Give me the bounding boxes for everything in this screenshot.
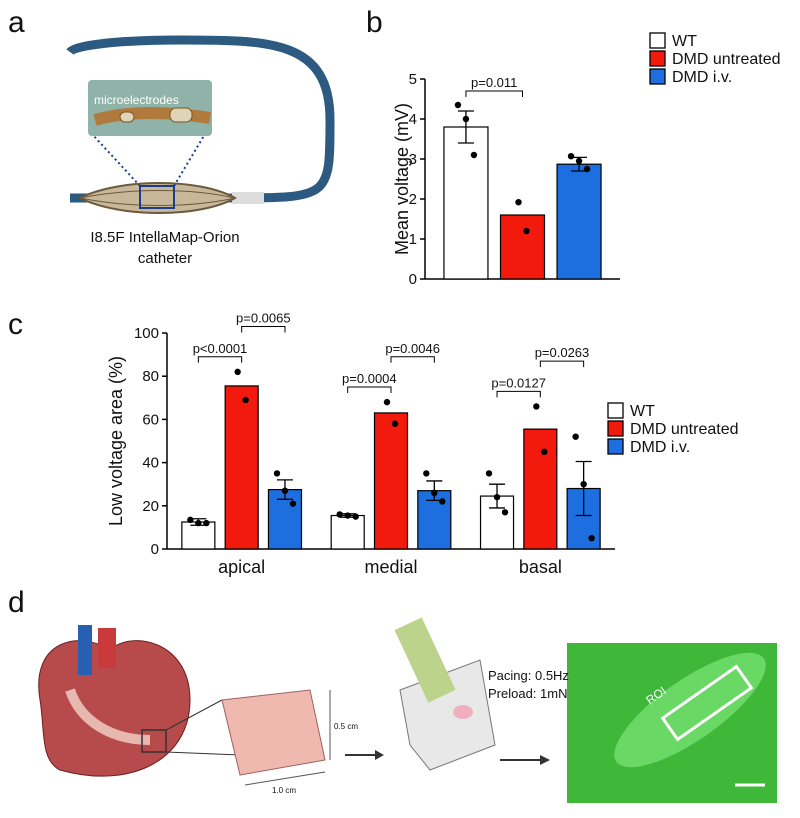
y-tick-label: 3 bbox=[409, 151, 417, 168]
data-point bbox=[431, 489, 438, 497]
data-point bbox=[501, 509, 509, 516]
data-point bbox=[580, 481, 587, 488]
y-axis-label: Mean voltage (mV) bbox=[392, 103, 412, 255]
y-tick-label: 1 bbox=[409, 231, 417, 248]
legend-swatch bbox=[649, 32, 666, 49]
bar bbox=[556, 163, 602, 280]
data-point bbox=[523, 227, 530, 235]
data-point bbox=[383, 398, 391, 406]
bar bbox=[523, 428, 558, 550]
panel-label: d bbox=[8, 586, 25, 619]
p-value: p=0.0127 bbox=[491, 375, 546, 390]
significance-bracket bbox=[465, 90, 523, 97]
data-point bbox=[391, 420, 399, 427]
y-tick-label: 60 bbox=[142, 411, 159, 428]
legend-swatch bbox=[649, 68, 666, 85]
data-point bbox=[195, 519, 202, 527]
bar bbox=[224, 385, 259, 550]
legend-label: DMD untreated bbox=[672, 51, 781, 68]
data-point bbox=[470, 151, 478, 159]
data-point bbox=[281, 487, 289, 494]
data-point bbox=[567, 153, 575, 160]
callout-label: microelectrodes bbox=[94, 93, 179, 107]
x-tick-label: apical bbox=[218, 557, 265, 577]
data-point bbox=[493, 493, 501, 501]
bar bbox=[443, 126, 489, 280]
bar bbox=[330, 514, 365, 550]
legend-label: DMD i.v. bbox=[630, 439, 690, 456]
legend-label: WT bbox=[672, 33, 697, 50]
significance-bracket bbox=[347, 386, 392, 393]
x-tick-label: medial bbox=[364, 557, 417, 577]
data-point bbox=[289, 500, 297, 507]
preload-label: Preload: 1mN bbox=[488, 686, 567, 701]
y-tick-label: 80 bbox=[142, 368, 159, 385]
y-axis-label: Low voltage area (%) bbox=[106, 356, 126, 526]
significance-bracket bbox=[197, 356, 243, 363]
legend-swatch bbox=[607, 420, 624, 437]
significance-bracket bbox=[496, 390, 541, 398]
caption: I8.5F IntellaMap-Orion bbox=[90, 229, 239, 246]
heart-illustration bbox=[38, 617, 777, 803]
bar bbox=[181, 521, 216, 550]
p-value: p=0.011 bbox=[471, 75, 517, 90]
x-tick-label: basal bbox=[519, 557, 562, 577]
pacing-label: Pacing: 0.5Hz bbox=[488, 668, 569, 683]
y-tick-label: 4 bbox=[409, 111, 417, 128]
data-point bbox=[203, 519, 210, 527]
data-point bbox=[187, 516, 194, 524]
panel-label: b bbox=[366, 6, 383, 39]
p-value: p<0.0001 bbox=[193, 341, 248, 356]
legend-swatch bbox=[649, 50, 666, 67]
data-point bbox=[439, 498, 446, 505]
significance-bracket bbox=[241, 326, 286, 333]
data-point bbox=[572, 433, 579, 440]
data-point bbox=[273, 470, 281, 477]
p-value: p=0.0263 bbox=[535, 345, 590, 360]
y-tick-label: 0 bbox=[409, 271, 417, 288]
data-point bbox=[344, 512, 351, 519]
significance-bracket bbox=[390, 356, 435, 363]
caption: catheter bbox=[138, 250, 192, 267]
data-point bbox=[454, 101, 462, 109]
data-point bbox=[242, 396, 249, 404]
y-tick-label: 5 bbox=[409, 71, 417, 88]
y-tick-label: 2 bbox=[409, 191, 417, 208]
p-value: p=0.0065 bbox=[236, 311, 291, 326]
legend-label: DMD untreated bbox=[630, 421, 739, 438]
y-tick-label: 40 bbox=[142, 455, 159, 472]
data-point bbox=[588, 535, 595, 542]
data-point bbox=[352, 513, 359, 520]
panel-label: c bbox=[8, 308, 23, 341]
legend-label: WT bbox=[630, 403, 655, 420]
y-tick-label: 20 bbox=[142, 498, 159, 515]
data-point bbox=[336, 511, 343, 518]
data-point bbox=[575, 157, 583, 165]
data-point bbox=[423, 470, 430, 477]
error-bar bbox=[575, 460, 592, 517]
data-point bbox=[485, 470, 493, 477]
y-tick-label: 100 bbox=[134, 325, 159, 342]
height-label: 0.5 cm bbox=[334, 722, 358, 731]
legend-swatch bbox=[607, 438, 624, 455]
data-point bbox=[583, 165, 591, 173]
data-point bbox=[462, 115, 470, 123]
panel-label: a bbox=[8, 6, 25, 39]
catheter-illustration bbox=[66, 35, 335, 214]
width-label: 1.0 cm bbox=[272, 786, 296, 795]
bar bbox=[499, 214, 546, 280]
significance-bracket bbox=[539, 360, 585, 368]
p-value: p=0.0004 bbox=[342, 371, 397, 386]
data-point bbox=[533, 403, 540, 410]
data-point bbox=[515, 199, 522, 206]
data-point bbox=[541, 448, 548, 455]
p-value: p=0.0046 bbox=[385, 341, 440, 356]
bar bbox=[373, 412, 409, 550]
legend-swatch bbox=[607, 402, 624, 419]
legend-label: DMD i.v. bbox=[672, 69, 732, 86]
data-point bbox=[234, 368, 241, 376]
y-tick-label: 0 bbox=[151, 541, 159, 558]
